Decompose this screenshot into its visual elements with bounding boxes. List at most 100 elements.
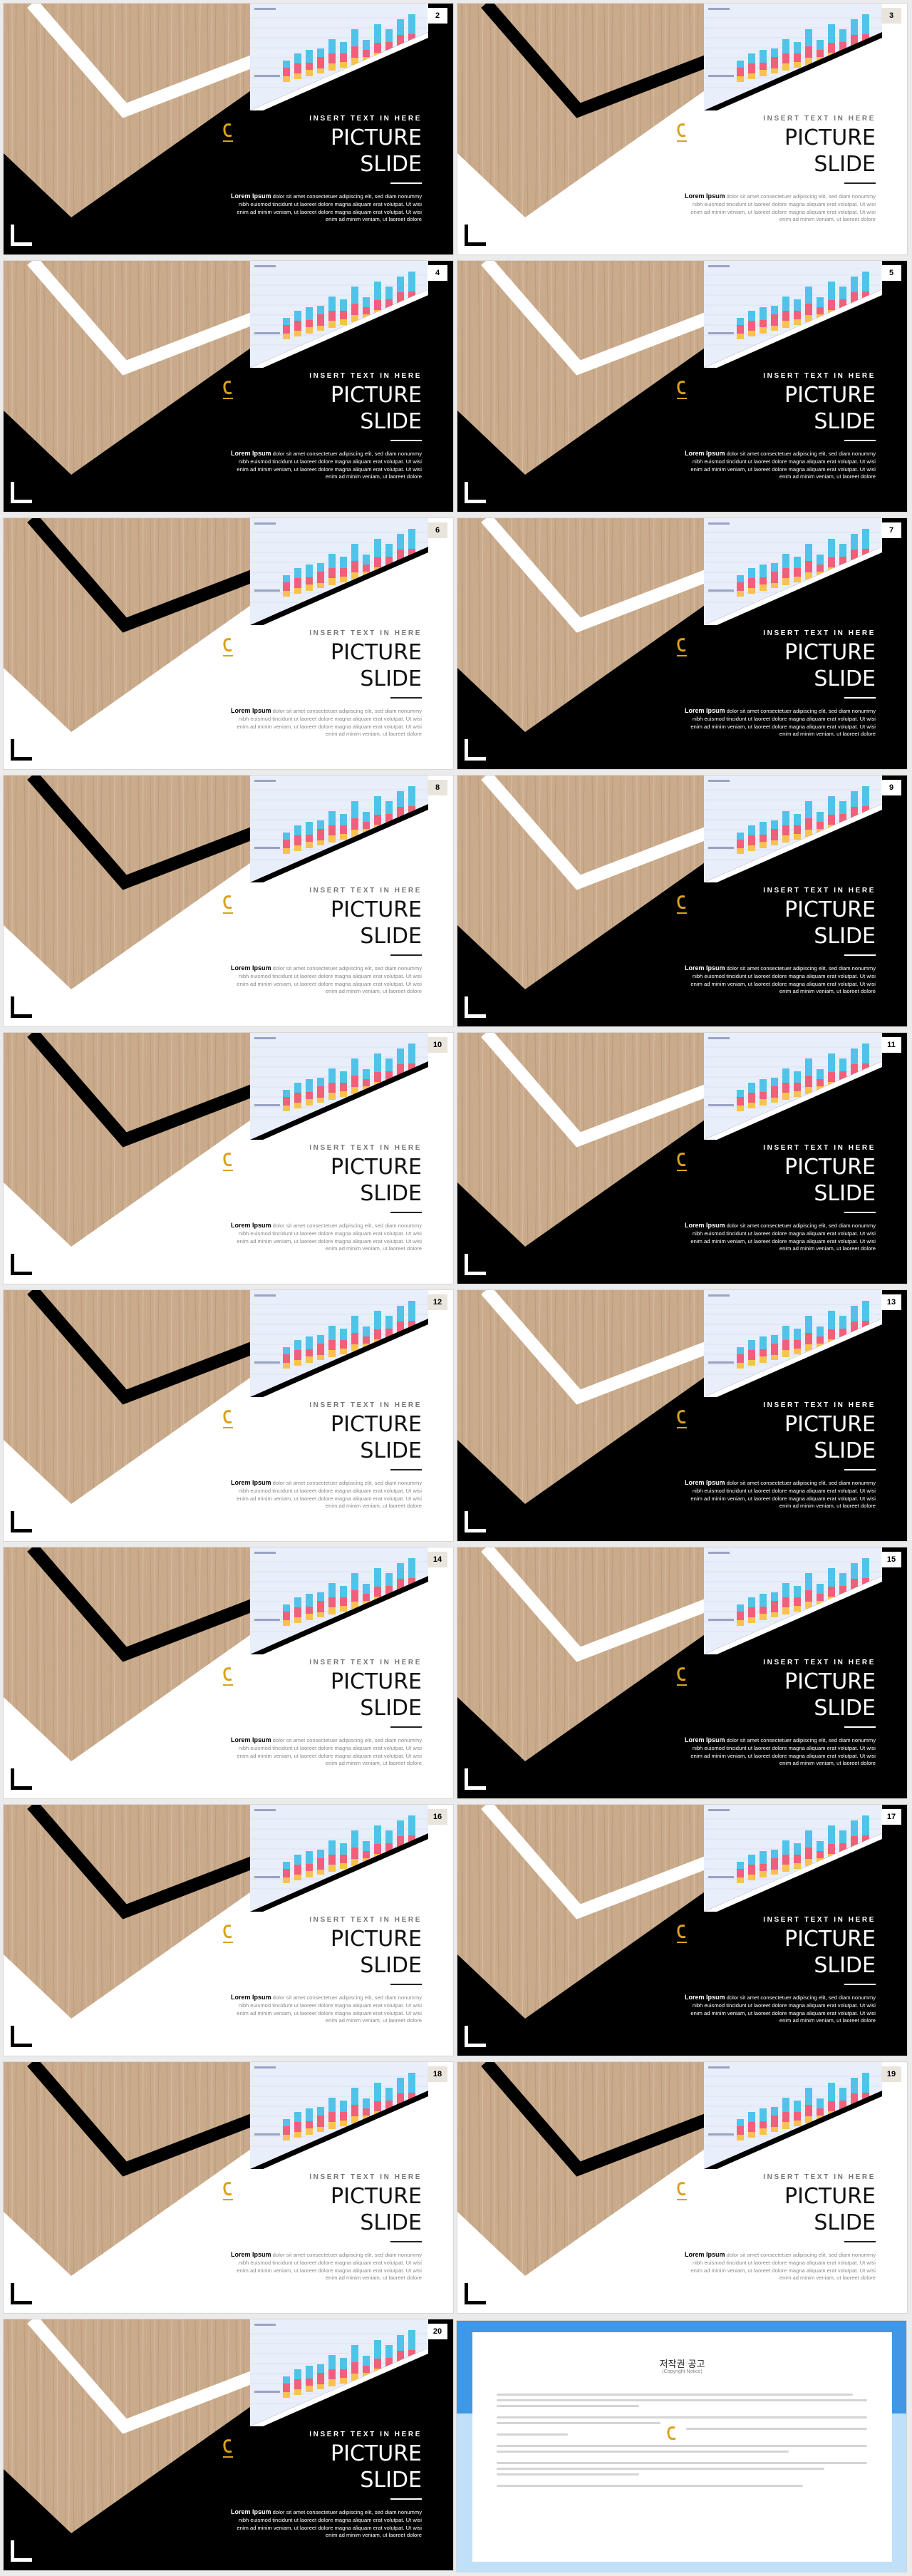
- gold-logo-icon: [677, 381, 687, 399]
- slide-number-badge: 10: [428, 1037, 447, 1053]
- slide-body-text: Lorem Ipsum dolor sit amet consectetuer …: [685, 1736, 876, 1767]
- gold-logo-icon: [223, 638, 233, 656]
- slide-thumbnail[interactable]: 3 INSERT TEXT IN HERE PICTURE SLIDE Lorem Ip…: [457, 3, 908, 255]
- slide-title: PICTURE SLIDE: [331, 1669, 422, 1721]
- gold-logo-icon: [677, 1667, 687, 1686]
- slide-title: PICTURE SLIDE: [331, 383, 422, 434]
- gold-logo-icon: [677, 1925, 687, 1943]
- title-underline: [390, 182, 422, 184]
- corner-bracket-icon: [465, 225, 486, 246]
- corner-bracket-icon: [11, 2026, 32, 2047]
- slide-thumbnail[interactable]: 10 INSERT TEXT IN HERE PICTURE SLIDE Lorem I…: [3, 1032, 454, 1284]
- slide-title: PICTURE SLIDE: [784, 125, 876, 177]
- slide-thumbnail[interactable]: 16 INSERT TEXT IN HERE PICTURE SLIDE Lorem I…: [3, 1804, 454, 2056]
- corner-bracket-icon: [465, 482, 486, 503]
- slide-thumbnail[interactable]: 12 INSERT TEXT IN HERE PICTURE SLIDE Lorem I…: [3, 1289, 454, 1542]
- slide-thumbnail[interactable]: 11 INSERT TEXT IN HERE PICTURE SLIDE Lorem I…: [457, 1032, 908, 1284]
- slide-kicker-text: INSERT TEXT IN HERE: [309, 2173, 422, 2181]
- slide-thumbnail[interactable]: 17 INSERT TEXT IN HERE PICTURE SLIDE Lorem I…: [457, 1804, 908, 2056]
- copyright-text-line: [497, 2445, 867, 2447]
- gold-logo-icon: [223, 2439, 233, 2458]
- slide-number-badge: 19: [881, 2066, 901, 2082]
- slide-thumbnail[interactable]: 2 INSERT TEXT IN HERE PICTURE SLIDE Lorem Ip…: [3, 3, 454, 255]
- copyright-logo-icon: [667, 2426, 676, 2441]
- title-underline: [844, 440, 876, 441]
- copyright-text-line: [497, 2394, 853, 2396]
- chart-photo-graphic: [250, 1547, 428, 1654]
- gold-logo-icon: [677, 2182, 687, 2200]
- chart-photo-graphic: [704, 261, 882, 368]
- title-underline: [390, 954, 422, 956]
- chart-photo-graphic: [250, 1805, 428, 1912]
- slide-thumbnail[interactable]: 9 INSERT TEXT IN HERE PICTURE SLIDE Lorem Ip…: [457, 775, 908, 1027]
- slide-kicker-text: INSERT TEXT IN HERE: [309, 1916, 422, 1924]
- slide-title: PICTURE SLIDE: [784, 640, 876, 691]
- title-underline: [844, 182, 876, 184]
- slide-body-text: Lorem Ipsum dolor sit amet consectetuer …: [685, 2251, 876, 2282]
- copyright-text-line: [497, 2462, 867, 2464]
- gold-logo-icon: [677, 895, 687, 914]
- corner-bracket-icon: [11, 2540, 32, 2562]
- title-underline: [390, 1726, 422, 1728]
- slide-thumbnail[interactable]: 15 INSERT TEXT IN HERE PICTURE SLIDE Lorem I…: [457, 1547, 908, 1799]
- copyright-paper: 저작권 공고 (Copyright Notice): [472, 2332, 892, 2562]
- corner-bracket-icon: [11, 2283, 32, 2304]
- corner-bracket-icon: [11, 1254, 32, 1275]
- slide-thumbnail[interactable]: 20 INSERT TEXT IN HERE PICTURE SLIDE Lorem I…: [3, 2319, 454, 2571]
- gold-logo-icon: [677, 1410, 687, 1428]
- slide-kicker-text: INSERT TEXT IN HERE: [763, 2173, 876, 2181]
- slide-title: PICTURE SLIDE: [784, 897, 876, 949]
- slide-title: PICTURE SLIDE: [331, 640, 422, 691]
- slide-title: PICTURE SLIDE: [784, 1412, 876, 1463]
- slide-kicker-text: INSERT TEXT IN HERE: [763, 1401, 876, 1409]
- slide-thumbnail[interactable]: 5 INSERT TEXT IN HERE PICTURE SLIDE Lorem Ip…: [457, 260, 908, 512]
- slide-title: PICTURE SLIDE: [784, 383, 876, 434]
- slide-thumbnail[interactable]: 19 INSERT TEXT IN HERE PICTURE SLIDE Lorem I…: [457, 2061, 908, 2314]
- slide-thumbnail[interactable]: 14 INSERT TEXT IN HERE PICTURE SLIDE Lorem I…: [3, 1547, 454, 1799]
- slide-thumbnail[interactable]: 18 INSERT TEXT IN HERE PICTURE SLIDE Lorem I…: [3, 2061, 454, 2314]
- chart-photo-graphic: [704, 1033, 882, 1140]
- title-underline: [390, 697, 422, 699]
- chart-photo-graphic: [250, 2062, 428, 2169]
- slide-body-text: Lorem Ipsum dolor sit amet consectetuer …: [685, 964, 876, 995]
- slide-thumbnail[interactable]: 8 INSERT TEXT IN HERE PICTURE SLIDE Lorem Ip…: [3, 775, 454, 1027]
- slide-body-text: Lorem Ipsum dolor sit amet consectetuer …: [231, 450, 422, 480]
- chart-photo-graphic: [250, 261, 428, 368]
- copyright-text-line: [686, 2428, 867, 2430]
- slide-title: PICTURE SLIDE: [784, 2184, 876, 2235]
- gold-logo-icon: [677, 638, 687, 656]
- slide-thumbnail[interactable]: 13 INSERT TEXT IN HERE PICTURE SLIDE Lorem I…: [457, 1289, 908, 1542]
- slide-number-badge: 9: [881, 780, 901, 795]
- slide-number-badge: 5: [881, 265, 901, 281]
- slide-thumbnail[interactable]: 6 INSERT TEXT IN HERE PICTURE SLIDE Lorem Ip…: [3, 517, 454, 770]
- chart-photo-graphic: [704, 1290, 882, 1397]
- copyright-slide[interactable]: 저작권 공고 (Copyright Notice): [456, 2320, 907, 2572]
- gold-logo-icon: [223, 381, 233, 399]
- slide-thumbnail[interactable]: 4 INSERT TEXT IN HERE PICTURE SLIDE Lorem Ip…: [3, 260, 454, 512]
- corner-bracket-icon: [465, 1254, 486, 1275]
- copyright-text-line: [497, 2405, 639, 2407]
- title-underline: [844, 1984, 876, 1985]
- slide-kicker-text: INSERT TEXT IN HERE: [763, 887, 876, 895]
- corner-bracket-icon: [11, 739, 32, 761]
- slide-thumbnail[interactable]: 7 INSERT TEXT IN HERE PICTURE SLIDE Lorem Ip…: [457, 517, 908, 770]
- gold-logo-icon: [223, 1925, 233, 1943]
- slide-number-badge: 12: [428, 1294, 447, 1310]
- slide-number-badge: 2: [428, 8, 447, 24]
- corner-bracket-icon: [11, 482, 32, 503]
- corner-bracket-icon: [465, 1768, 486, 1790]
- gold-logo-icon: [223, 123, 233, 142]
- title-underline: [390, 440, 422, 441]
- slide-kicker-text: INSERT TEXT IN HERE: [763, 1916, 876, 1924]
- slide-title: PICTURE SLIDE: [331, 1927, 422, 1978]
- slide-title: PICTURE SLIDE: [331, 897, 422, 949]
- slide-title: PICTURE SLIDE: [784, 1669, 876, 1721]
- slide-title: PICTURE SLIDE: [784, 1927, 876, 1978]
- slide-body-text: Lorem Ipsum dolor sit amet consectetuer …: [685, 1994, 876, 2024]
- copyright-text-line: [497, 2451, 789, 2453]
- copyright-text-line: [497, 2485, 803, 2487]
- slide-number-badge: 6: [428, 522, 447, 538]
- slide-number-badge: 8: [428, 780, 447, 795]
- corner-bracket-icon: [11, 996, 32, 1018]
